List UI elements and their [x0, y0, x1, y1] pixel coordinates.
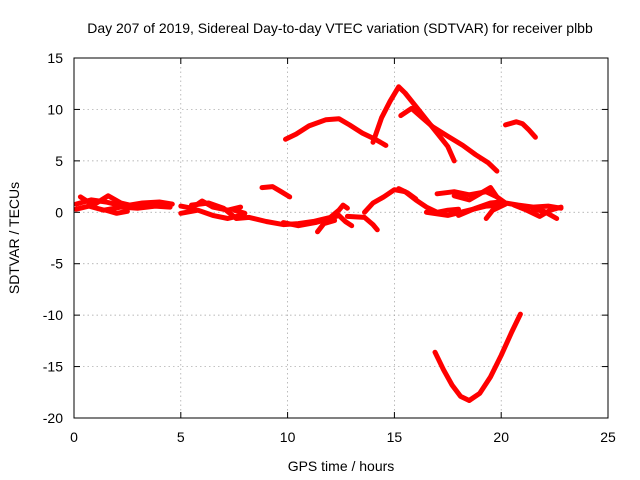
plot-frame	[73, 57, 609, 419]
x-tick-label: 20	[493, 429, 509, 445]
y-tick-label: 15	[47, 50, 63, 66]
x-tick-label: 5	[177, 429, 185, 445]
data-traces	[73, 84, 564, 403]
y-axis: -20 -15 -10 -5 0 5 10 15	[43, 50, 608, 426]
grid	[74, 58, 608, 418]
series-trace-8	[231, 207, 248, 216]
series-trace-17	[456, 199, 504, 218]
series-trace-4	[103, 207, 130, 216]
series-trace-3	[77, 193, 132, 208]
series-trace-15	[434, 189, 500, 200]
series-trace-19	[511, 202, 564, 219]
series-trace-21	[259, 184, 293, 200]
series-trace-9	[280, 212, 355, 229]
series-trace-22	[283, 116, 389, 148]
series-trace-26	[432, 311, 523, 403]
y-tick-label: -15	[43, 359, 63, 375]
series-trace-23	[370, 84, 457, 164]
series-trace-18	[483, 201, 508, 221]
series-trace-10	[315, 218, 338, 235]
series-trace-25	[503, 119, 538, 140]
series-trace-11	[344, 213, 380, 233]
x-tick-label: 25	[600, 429, 616, 445]
y-tick-label: -10	[43, 307, 63, 323]
y-tick-label: -20	[43, 410, 63, 426]
y-tick-label: 0	[55, 204, 63, 220]
x-axis-title: GPS time / hours	[288, 458, 395, 474]
y-tick-label: 10	[47, 101, 63, 117]
series-trace-13	[396, 186, 419, 202]
series-trace-24	[398, 105, 500, 174]
y-tick-label: -5	[51, 256, 64, 272]
x-axis: 0 5 10 15 20 25	[70, 58, 616, 445]
y-tick-label: 5	[55, 153, 63, 169]
y-axis-title: SDTVAR / TECUs	[6, 182, 22, 294]
x-tick-label: 10	[280, 429, 296, 445]
x-tick-label: 15	[387, 429, 403, 445]
series-trace-2	[73, 203, 173, 213]
chart-title: Day 207 of 2019, Sidereal Day-to-day VTE…	[87, 20, 593, 36]
x-tick-label: 0	[70, 429, 78, 445]
series-trace-20	[530, 206, 560, 221]
